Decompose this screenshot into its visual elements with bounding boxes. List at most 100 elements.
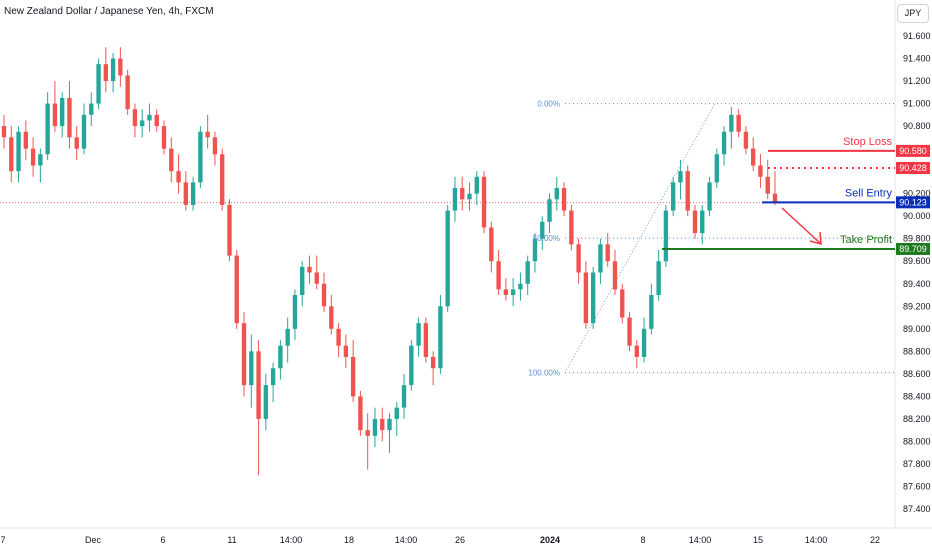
candle-body: [154, 114, 159, 127]
fib-0-label: 0.00%: [537, 100, 560, 109]
candle-body: [721, 131, 727, 155]
candle-body: [278, 345, 283, 369]
candle-body: [343, 345, 349, 357]
candle-body: [110, 58, 116, 82]
candle-body: [16, 131, 21, 172]
candle-body: [481, 176, 487, 228]
y-tick-label: 90.200: [903, 189, 931, 199]
fib-100-label: 100.00%: [528, 369, 560, 378]
y-tick-label: 89.000: [903, 324, 931, 334]
stop-loss-price: 90.580: [899, 146, 927, 156]
candle-body: [452, 188, 458, 211]
candle-body: [336, 328, 341, 346]
candle-body: [423, 323, 429, 357]
candle-body: [612, 261, 618, 290]
candle-body: [714, 154, 719, 183]
x-tick-label: 7: [0, 535, 5, 545]
y-tick-label: 87.600: [903, 481, 931, 491]
candle-body: [401, 385, 407, 408]
y-tick-label: 89.800: [903, 234, 931, 244]
candle-body: [496, 261, 501, 290]
candle-body: [307, 266, 312, 273]
candle-body: [205, 131, 210, 138]
candle-body: [503, 289, 509, 296]
x-tick-label: 8: [640, 535, 645, 545]
stop-loss-price-tag: [896, 144, 930, 157]
y-tick-label: 87.400: [903, 504, 931, 514]
candle-body: [183, 182, 189, 205]
y-tick-label: 88.800: [903, 346, 931, 356]
x-tick-label: 15: [753, 535, 763, 545]
y-tick-label: 89.200: [903, 301, 931, 311]
candle-body: [314, 272, 319, 284]
candle-body: [634, 345, 639, 357]
candle-body: [707, 182, 712, 211]
candle-body: [125, 75, 130, 110]
y-tick-label: 91.200: [903, 76, 931, 86]
candle-body: [641, 328, 647, 357]
candle-body: [212, 137, 218, 155]
candle-body: [445, 210, 450, 307]
candle-body: [649, 295, 654, 329]
candle-body: [692, 210, 698, 234]
candle-body: [620, 289, 625, 318]
candle-body: [729, 114, 734, 132]
candle-body: [190, 182, 196, 205]
x-tick-label: 2024: [540, 535, 560, 545]
candle-body: [140, 120, 145, 127]
candle-body: [663, 210, 669, 262]
candle-body: [670, 182, 676, 211]
candle-body: [416, 323, 421, 346]
candle-body: [300, 266, 305, 296]
candle-body: [234, 255, 239, 324]
y-tick-label: 88.400: [903, 391, 931, 401]
candle-body: [598, 244, 603, 273]
candle-body: [765, 176, 770, 194]
y-tick-label: 88.000: [903, 436, 931, 446]
candle-body: [96, 64, 101, 104]
candle-body: [118, 58, 123, 76]
candle-body: [263, 385, 269, 419]
resistance-price: 90.428: [899, 163, 927, 173]
candle-body: [292, 295, 298, 329]
y-tick-label: 89.600: [903, 256, 931, 266]
resistance-price-tag: [896, 161, 930, 174]
candle-body: [685, 171, 690, 211]
candle-body: [554, 188, 559, 200]
take-profit-label: Take Profit: [840, 234, 892, 246]
candle-body: [1, 126, 7, 138]
candle-body: [605, 244, 610, 262]
candle-body: [409, 345, 414, 386]
candle-body: [576, 244, 581, 273]
fib-trend-line: [564, 103, 716, 373]
candle-body: [169, 148, 174, 172]
stop-loss-label: Stop Loss: [843, 136, 892, 148]
y-tick-label: 89.400: [903, 279, 931, 289]
currency-button[interactable]: JPY: [897, 4, 929, 23]
candle-body: [569, 210, 574, 245]
candle-body: [67, 97, 72, 138]
candle-body: [510, 289, 516, 296]
x-tick-label: 14:00: [805, 535, 828, 545]
sell-entry-price: 90.123: [899, 197, 927, 207]
sell-entry-price-tag: [896, 196, 930, 209]
x-tick-label: 14:00: [689, 535, 712, 545]
candle-body: [380, 418, 385, 431]
candle-body: [758, 165, 763, 177]
candle-body: [256, 351, 261, 419]
chart-title: New Zealand Dollar / Japanese Yen, 4h, F…: [4, 6, 214, 17]
candle-body: [132, 109, 138, 127]
y-tick-label: 91.000: [903, 99, 931, 109]
candle-body: [678, 171, 683, 183]
forecast-arrow-shaft: [781, 207, 821, 244]
candle-body: [438, 306, 443, 369]
candle-body: [583, 272, 589, 324]
candle-body: [525, 261, 530, 284]
forecast-arrow-head: [809, 231, 822, 246]
candle-body: [285, 328, 290, 346]
x-tick-label: 22: [870, 535, 880, 545]
candle-body: [365, 430, 370, 436]
y-tick-label: 90.800: [903, 121, 931, 131]
y-tick-label: 91.600: [903, 31, 931, 41]
